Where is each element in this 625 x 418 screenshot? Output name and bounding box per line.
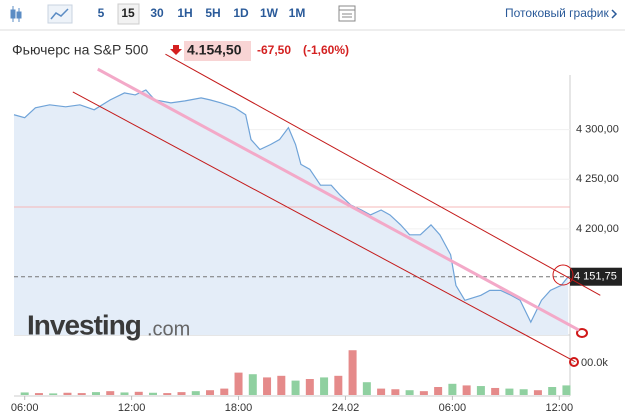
volume-bar xyxy=(548,387,557,395)
volume-bar xyxy=(505,388,514,395)
volume-bar xyxy=(134,391,143,395)
down-arrow xyxy=(170,45,182,55)
current-price-box xyxy=(570,267,622,286)
plot xyxy=(13,89,622,400)
volume-bar xyxy=(191,391,200,395)
y-tick-label: 4 300,00 xyxy=(576,124,619,136)
change-percent: (-1,60%) xyxy=(303,43,349,57)
volume-bar xyxy=(448,383,457,395)
x-tick-label: 12:00 xyxy=(546,402,574,414)
volume-bar xyxy=(334,375,343,395)
volume-bar xyxy=(220,388,229,395)
interval-button[interactable]: 1H xyxy=(177,6,192,20)
trendline xyxy=(97,67,580,332)
area-icon[interactable] xyxy=(47,4,73,24)
x-tick-label: 06:00 xyxy=(439,402,467,414)
volume-bar xyxy=(320,377,329,395)
volume-bar xyxy=(405,390,414,395)
watermark-brand: Investing xyxy=(27,309,141,340)
active-interval-box xyxy=(117,3,140,25)
volume-bar xyxy=(149,392,157,395)
area xyxy=(14,89,569,335)
volume-bar xyxy=(476,386,485,395)
change: -67,50 xyxy=(257,43,291,57)
candle-icon[interactable] xyxy=(10,6,22,22)
volume-tick-label: 00.0k xyxy=(581,357,608,369)
volume-bar xyxy=(491,387,500,395)
x-tick-label: 18:00 xyxy=(225,402,253,414)
volume-bar xyxy=(348,350,357,395)
instrument-title: Фьючерс на S&P 500 xyxy=(12,42,149,58)
volume-bar xyxy=(263,377,272,395)
price-highlight xyxy=(184,41,251,61)
volume-bar xyxy=(519,389,528,395)
x-tick-label: 24.02 xyxy=(332,402,360,414)
x-tick-label: 06:00 xyxy=(11,402,39,414)
volume-bar xyxy=(120,392,129,395)
x-tick-label: 12:00 xyxy=(118,402,146,414)
volume-bar xyxy=(49,393,58,395)
trendline xyxy=(72,91,576,363)
volume-bar xyxy=(34,393,43,395)
table-icon[interactable] xyxy=(338,5,356,22)
volume-bar xyxy=(20,392,29,395)
volume-bar xyxy=(305,379,314,395)
volume-bar xyxy=(91,392,100,395)
volume-bar xyxy=(391,389,400,395)
volume-bar xyxy=(419,391,428,395)
volume-bar xyxy=(106,391,115,395)
volume-bar xyxy=(206,390,215,395)
interval-button[interactable]: 30 xyxy=(150,6,164,20)
volume-bar xyxy=(562,385,571,395)
price-line xyxy=(13,89,569,324)
y-tick-label: 4 200,00 xyxy=(576,223,619,235)
interval-button[interactable]: 1D xyxy=(233,6,249,20)
volume-bar xyxy=(163,393,172,395)
interval-button[interactable]: 1W xyxy=(260,6,279,20)
y-tick-label: 4 250,00 xyxy=(576,173,619,185)
streaming-link[interactable]: Потоковый график xyxy=(505,6,609,20)
interval-button[interactable]: 5 xyxy=(98,6,105,20)
price: 4.154,50 xyxy=(187,42,242,58)
volume-bar xyxy=(377,388,386,395)
chevron[interactable] xyxy=(611,9,618,19)
watermark-domain: .com xyxy=(147,318,190,340)
volume-bar xyxy=(291,380,300,395)
volume-bar xyxy=(277,375,286,395)
volume-bar xyxy=(462,385,471,395)
interval-button[interactable]: 5H xyxy=(205,6,220,20)
interval-button[interactable]: 1M xyxy=(289,6,306,20)
volume-bar xyxy=(177,392,186,395)
volume-bar xyxy=(533,390,542,395)
interval-button[interactable]: 15 xyxy=(121,6,135,20)
volume-bar xyxy=(362,382,371,395)
current-price-label: 4 151,75 xyxy=(574,271,617,283)
volume-bar xyxy=(248,374,257,395)
volume-bar xyxy=(234,372,243,395)
trendline xyxy=(165,53,601,296)
volume-bar xyxy=(77,393,86,395)
volume-bar xyxy=(63,392,72,395)
drawing-handles[interactable] xyxy=(552,264,588,367)
volume-bar xyxy=(434,387,443,395)
